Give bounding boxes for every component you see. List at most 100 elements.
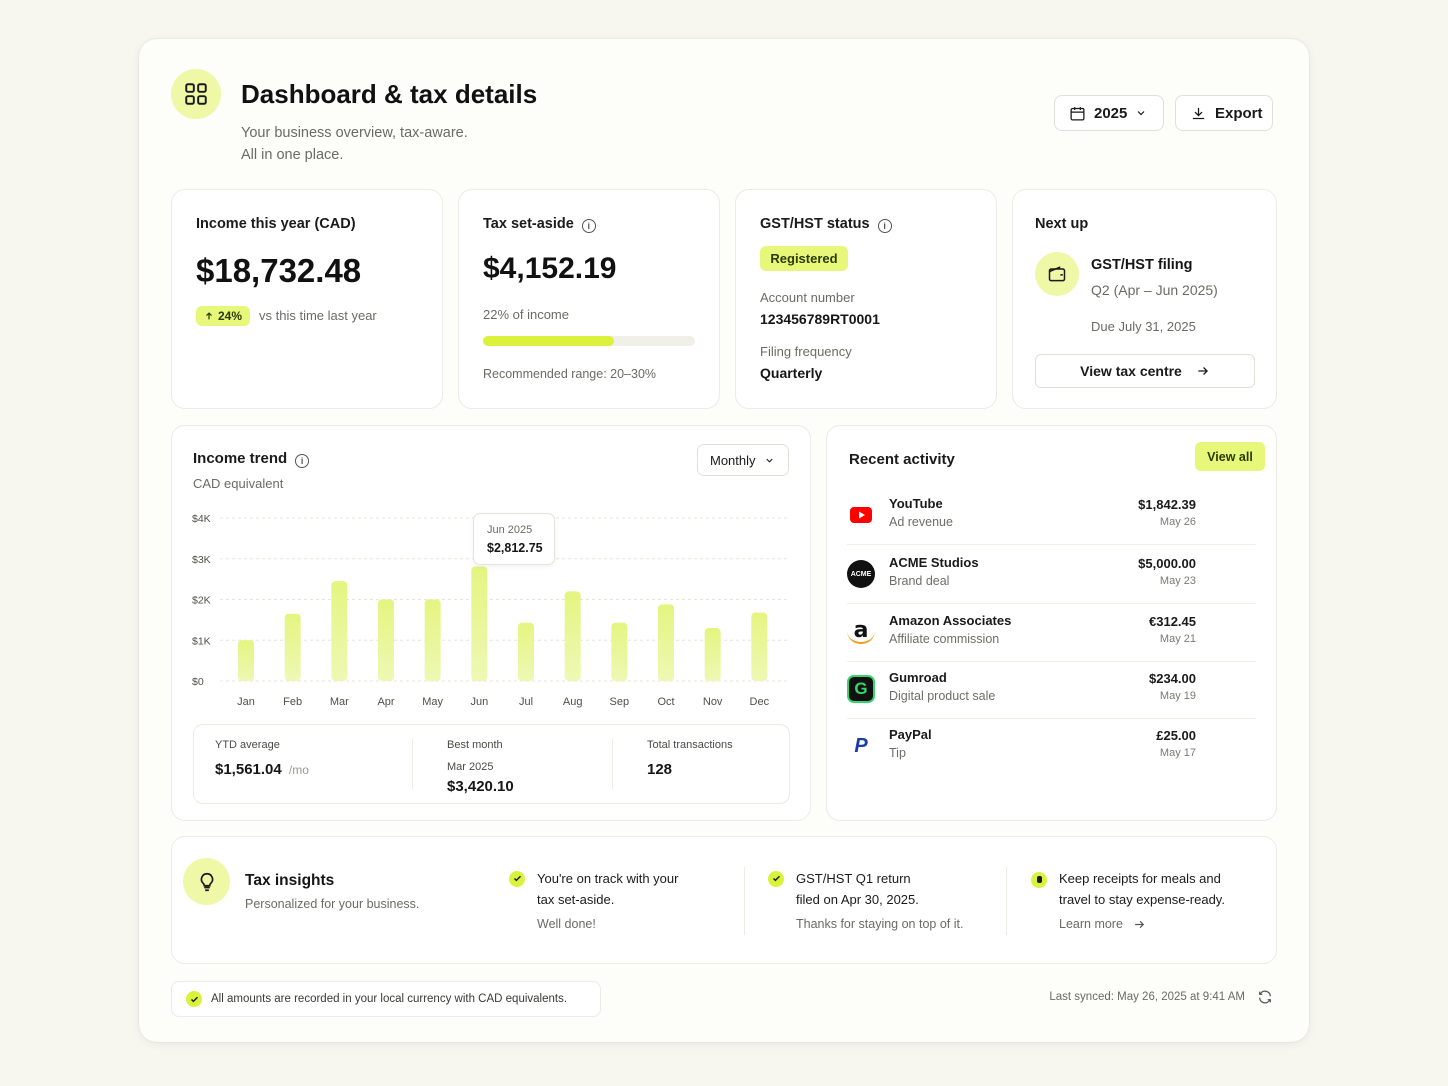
ytd-unit: /mo bbox=[288, 763, 309, 777]
activity-date: May 17 bbox=[1159, 747, 1196, 759]
page-subtitle-line-1: Your business overview, tax-aware. bbox=[241, 125, 468, 141]
bar-aug[interactable] bbox=[564, 591, 581, 681]
bar-may[interactable] bbox=[424, 599, 441, 682]
tax-value: $4,152.19 bbox=[483, 252, 617, 285]
trend-title-text: Income trend bbox=[193, 450, 288, 467]
x-tick-label: Jul bbox=[519, 696, 533, 708]
income-label: Income this year (CAD) bbox=[196, 216, 356, 232]
x-tick-label: May bbox=[422, 696, 443, 708]
activity-row[interactable]: P PayPal Tip £25.00 May 17 bbox=[847, 719, 1256, 776]
income-trend-chart: $0 $1K $2K $3K $4K Jan Feb Mar Apr May Jun Jul Aug Se… bbox=[192, 513, 790, 708]
x-tick-label: Jan bbox=[237, 696, 255, 708]
filing-frequency-value: Quarterly bbox=[760, 365, 823, 381]
view-all-button[interactable]: View all bbox=[1195, 442, 1265, 471]
next-up-label: Next up bbox=[1035, 216, 1089, 232]
insight-1-line-2: tax set-aside. bbox=[537, 892, 615, 907]
period-select[interactable]: Monthly bbox=[697, 444, 789, 476]
activity-row[interactable]: ACME ACME Studios Brand deal $5,000.00 M… bbox=[847, 547, 1256, 604]
income-change-badge: 24% bbox=[196, 306, 250, 326]
tax-card: Tax set-aside i $4,152.19 22% of income R… bbox=[458, 189, 720, 409]
income-value: $18,732.48 bbox=[196, 252, 362, 289]
account-number-value: 123456789RT0001 bbox=[760, 311, 880, 327]
transactions-label: Total transactions bbox=[647, 739, 733, 751]
insight-2-sub: Thanks for staying on top of it. bbox=[796, 917, 964, 931]
divider bbox=[744, 867, 745, 935]
bar-sep[interactable] bbox=[611, 622, 628, 681]
activity-name: PayPal bbox=[889, 727, 932, 742]
insight-2-line-2: filed on Apr 30, 2025. bbox=[796, 892, 919, 907]
gst-label-text: GST/HST status bbox=[760, 216, 870, 232]
y-tick-label: $1K bbox=[192, 635, 211, 647]
tooltip-month: Jun 2025 bbox=[487, 524, 533, 536]
year-label: 2025 bbox=[1094, 104, 1128, 122]
tax-percent-label: 22% of income bbox=[483, 307, 569, 322]
divider bbox=[612, 739, 613, 789]
income-change-note: vs this time last year bbox=[259, 308, 377, 323]
learn-more-link[interactable]: Learn more bbox=[1059, 917, 1146, 931]
activity-name: YouTube bbox=[889, 496, 943, 511]
insight-3-line-2: travel to stay expense-ready. bbox=[1059, 892, 1225, 907]
bar-feb[interactable] bbox=[284, 613, 301, 681]
sync-status: Last synced: May 26, 2025 at 9:41 AM bbox=[1049, 989, 1273, 1005]
info-icon[interactable]: i bbox=[295, 454, 310, 468]
activity-row[interactable]: G Gumroad Digital product sale $234.00 M… bbox=[847, 662, 1256, 719]
refresh-icon[interactable] bbox=[1257, 989, 1273, 1005]
gumroad-icon: G bbox=[847, 675, 875, 703]
tax-label: Tax set-aside i bbox=[483, 216, 596, 233]
wallet-icon bbox=[1035, 252, 1079, 296]
bar-oct[interactable] bbox=[658, 604, 674, 681]
insight-2-line-1: GST/HST Q1 return bbox=[796, 871, 911, 886]
activity-sub: Affiliate commission bbox=[889, 632, 1000, 646]
bar-nov[interactable] bbox=[704, 628, 721, 681]
last-synced: Last synced: May 26, 2025 at 9:41 AM bbox=[1049, 991, 1245, 1003]
arrow-right-icon bbox=[1135, 920, 1145, 928]
export-label: Export bbox=[1215, 104, 1263, 122]
transactions-value: 128 bbox=[647, 761, 673, 778]
account-number-label: Account number bbox=[760, 290, 855, 305]
y-tick-label: $0 bbox=[192, 676, 204, 688]
chevron-down-icon bbox=[1137, 111, 1145, 116]
check-icon bbox=[186, 991, 202, 1007]
activity-row[interactable]: YouTube Ad revenue $1,842.39 May 26 bbox=[847, 488, 1256, 545]
bar-jul[interactable] bbox=[518, 622, 534, 681]
bar-jun[interactable] bbox=[471, 566, 488, 681]
next-up-period: Q2 (Apr – Jun 2025) bbox=[1091, 282, 1218, 298]
acme-icon: ACME bbox=[847, 560, 875, 588]
view-tax-centre-button[interactable]: View tax centre bbox=[1035, 354, 1255, 388]
x-tick-label: Nov bbox=[703, 696, 723, 708]
export-button[interactable]: Export bbox=[1175, 95, 1273, 131]
page-title: Dashboard & tax details bbox=[241, 79, 538, 109]
activity-sub: Brand deal bbox=[889, 574, 950, 588]
activity-amount: €312.45 bbox=[1149, 614, 1196, 629]
learn-more-label: Learn more bbox=[1059, 917, 1123, 931]
bar-jan[interactable] bbox=[238, 640, 254, 681]
activity-name: ACME Studios bbox=[889, 555, 979, 570]
activity-title: Recent activity bbox=[849, 451, 955, 468]
year-select[interactable]: 2025 bbox=[1054, 95, 1164, 131]
bar-mar[interactable] bbox=[331, 581, 348, 681]
amazon-icon: a bbox=[847, 618, 875, 644]
next-up-title: GST/HST filing bbox=[1091, 257, 1193, 273]
gst-label: GST/HST status i bbox=[760, 216, 892, 233]
info-icon[interactable]: i bbox=[877, 219, 892, 233]
trend-subtitle: CAD equivalent bbox=[193, 476, 284, 491]
currency-note: All amounts are recorded in your local c… bbox=[171, 981, 601, 1017]
arrow-right-icon bbox=[1198, 367, 1208, 375]
activity-date: May 26 bbox=[1159, 516, 1196, 528]
view-tax-centre-label: View tax centre bbox=[1080, 363, 1182, 379]
bar-dec[interactable] bbox=[751, 612, 768, 681]
insight-1-text: You're on track with your tax set-aside. bbox=[537, 868, 678, 910]
activity-amount: $1,842.39 bbox=[1138, 497, 1196, 512]
page-subtitle: Your business overview, tax-aware. All i… bbox=[241, 122, 468, 166]
info-icon[interactable]: i bbox=[581, 219, 596, 233]
activity-amount: $234.00 bbox=[1149, 671, 1196, 686]
bar-apr[interactable] bbox=[378, 599, 394, 682]
income-trend-card: Income trend i CAD equivalent Monthly $0 $… bbox=[171, 425, 811, 821]
next-up-card: Next up GST/HST filing Q2 (Apr – Jun 202… bbox=[1012, 189, 1277, 409]
x-tick-label: Jun bbox=[470, 696, 488, 708]
arrow-up-icon bbox=[206, 312, 212, 320]
insight-1-sub: Well done! bbox=[537, 917, 596, 931]
x-tick-label: Aug bbox=[563, 696, 583, 708]
activity-row[interactable]: a Amazon Associates Affiliate commission… bbox=[847, 605, 1256, 662]
activity-date: May 23 bbox=[1159, 575, 1196, 587]
